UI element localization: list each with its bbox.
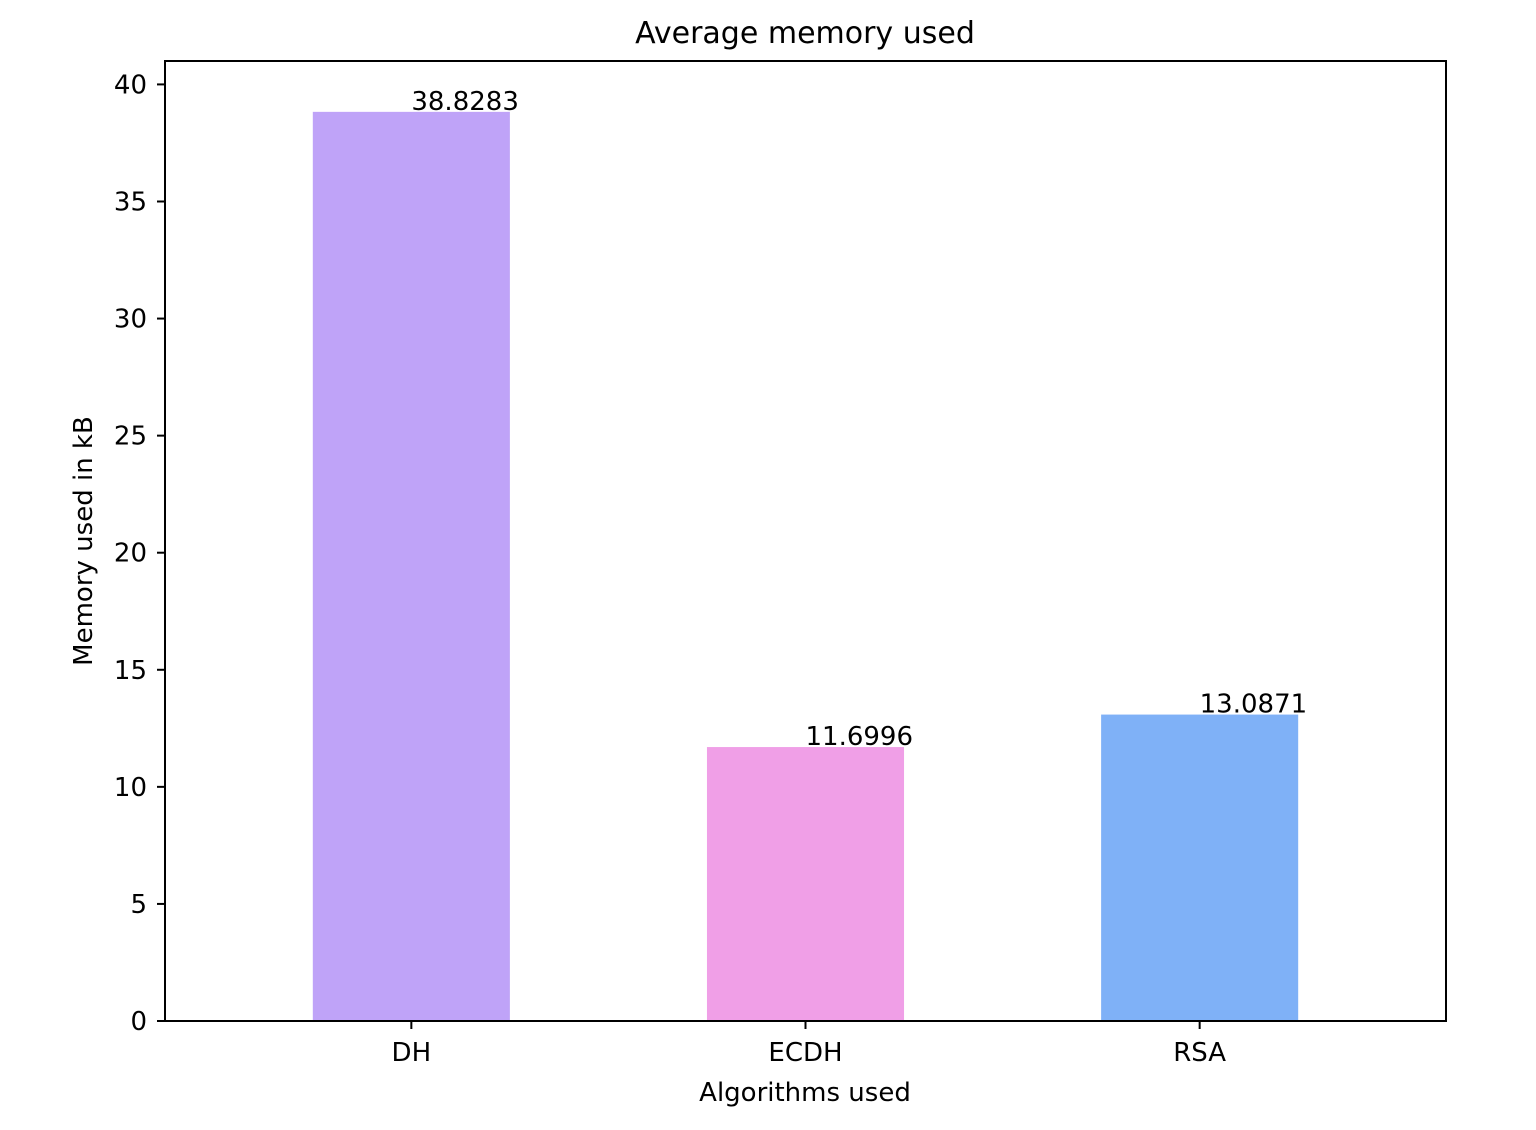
bar-ecdh (706, 747, 905, 1021)
y-tick-label: 0 (130, 1007, 147, 1037)
y-tick-label: 5 (130, 890, 147, 920)
bar-dh (312, 111, 510, 1022)
y-axis: 0 5 10 15 20 25 30 35 40 (114, 70, 165, 1037)
y-tick-label: 10 (114, 773, 147, 803)
x-axis-label: Algorithms used (699, 1078, 911, 1108)
x-axis: DH ECDH RSA (392, 1021, 1226, 1068)
y-tick-label: 35 (114, 187, 147, 217)
y-axis-label: Memory used in kB (69, 416, 99, 666)
data-label-ecdh: 11.6996 (806, 722, 914, 752)
x-tick-label-rsa: RSA (1173, 1038, 1226, 1068)
y-tick-label: 40 (114, 70, 147, 100)
y-tick-label: 15 (114, 656, 147, 686)
data-label-rsa: 13.0871 (1200, 690, 1308, 720)
y-tick-label: 30 (114, 305, 147, 335)
data-label-dh: 38.8283 (411, 87, 519, 117)
bars-layer (312, 111, 1299, 1022)
y-tick-label: 25 (114, 422, 147, 452)
x-tick-label-ecdh: ECDH (768, 1038, 842, 1068)
y-tick-label: 20 (114, 539, 147, 569)
data-labels-layer: 38.8283 11.6996 13.0871 (411, 87, 1307, 752)
chart-title: Average memory used (635, 16, 975, 51)
bar-rsa (1101, 714, 1299, 1021)
x-tick-label-dh: DH (392, 1038, 432, 1068)
plot-frame (164, 60, 1447, 1022)
